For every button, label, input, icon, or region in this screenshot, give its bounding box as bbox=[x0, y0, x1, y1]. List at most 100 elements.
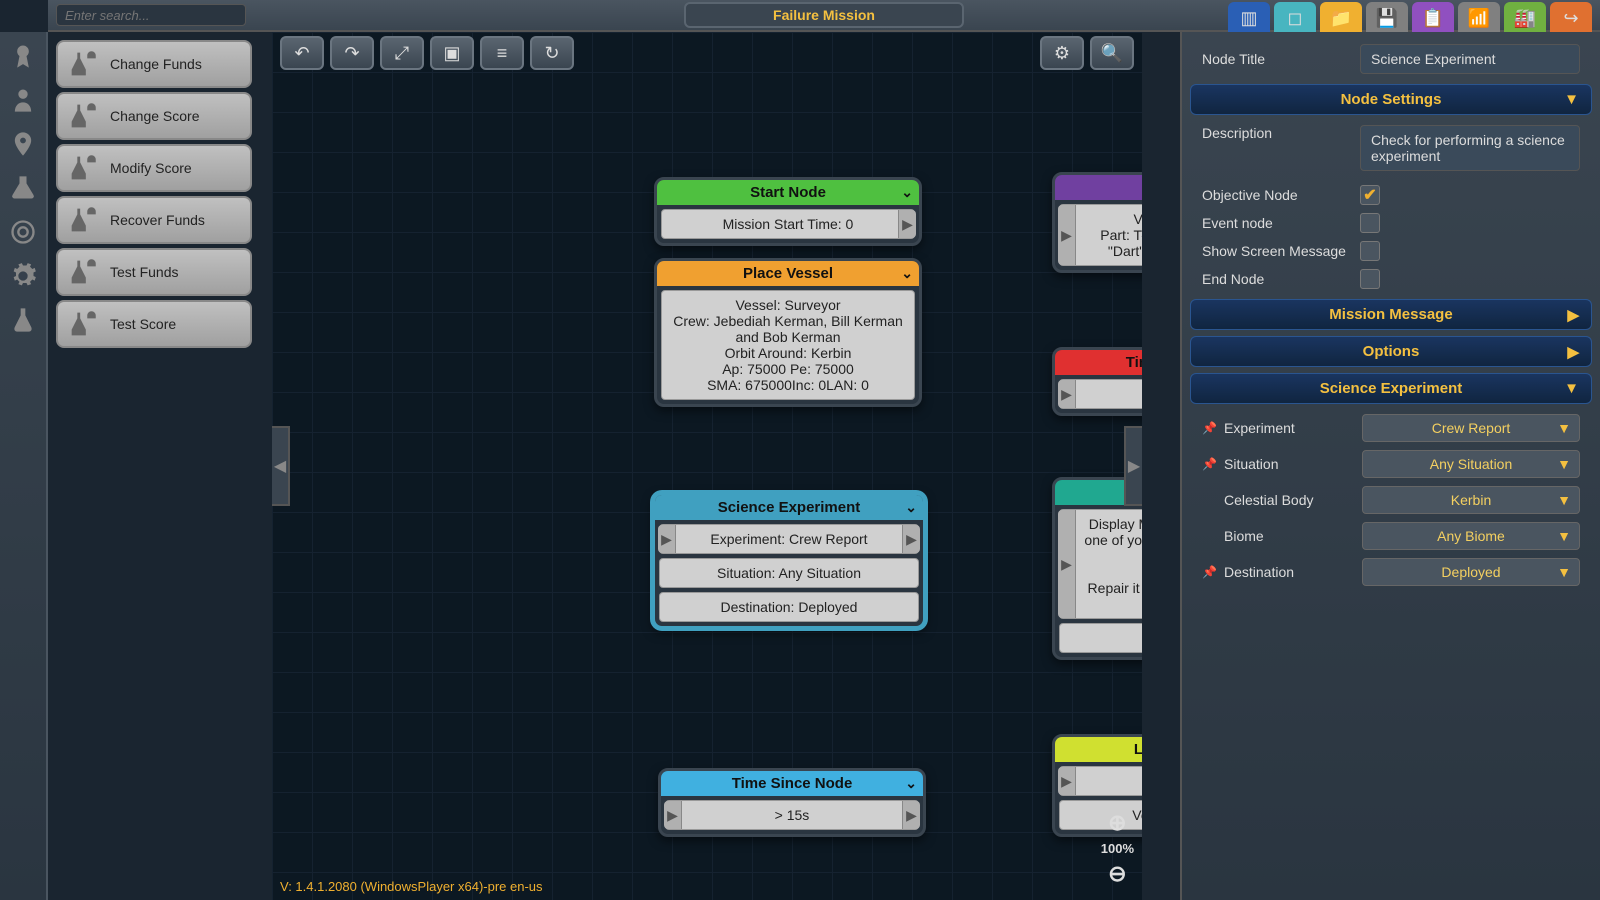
palette-item-change-funds[interactable]: Change Funds bbox=[56, 40, 252, 88]
play-right-icon[interactable]: ▶ bbox=[898, 210, 916, 238]
node-fail_part[interactable]: Fail Part⌄▶Vessel: Surveyor Part: T-1 To… bbox=[1052, 172, 1142, 273]
node-row: ▶Display Message: It seems that one of y… bbox=[1059, 509, 1142, 619]
dropdown-experiment[interactable]: Crew Report▼ bbox=[1362, 414, 1580, 442]
node-science[interactable]: Science Experiment⌄ ▶Experiment: Crew Rep… bbox=[652, 492, 926, 629]
play-right-icon[interactable]: ▶ bbox=[902, 801, 920, 829]
expand-icon[interactable]: ⌄ bbox=[905, 499, 917, 516]
node-row-text: Destination: Deployed bbox=[721, 599, 858, 615]
top-tab-7[interactable]: ↪ bbox=[1550, 2, 1592, 34]
expand-icon[interactable]: ⌄ bbox=[905, 775, 917, 792]
dropdown-biome[interactable]: Any Biome▼ bbox=[1362, 522, 1580, 550]
medal-icon[interactable] bbox=[5, 38, 41, 74]
refresh-button[interactable]: ↻ bbox=[530, 36, 574, 70]
node-start[interactable]: Start Node⌄ Mission Start Time: 0 ▶ bbox=[654, 177, 922, 246]
dropdown-destination[interactable]: Deployed▼ bbox=[1362, 558, 1580, 586]
node-place_vessel[interactable]: Place Vessel⌄ Vessel: Surveyor Crew: Jebe… bbox=[654, 258, 922, 407]
canvas-toolbar-right: ⚙ 🔍 bbox=[1040, 36, 1134, 70]
dropdown-situation[interactable]: Any Situation▼ bbox=[1362, 450, 1580, 478]
node-title: Landed Vessel bbox=[1134, 741, 1142, 758]
collapse-right-tab[interactable]: ▶ bbox=[1124, 426, 1142, 506]
target-icon[interactable] bbox=[5, 214, 41, 250]
node-row: ▶> 1s▶ bbox=[1059, 379, 1142, 409]
chevron-right-icon: ▶ bbox=[1567, 306, 1579, 324]
node-title-label: Node Title bbox=[1202, 51, 1352, 67]
node-header[interactable]: Place Vessel⌄ bbox=[657, 261, 919, 286]
node-header[interactable]: Time Since Node⌄ bbox=[1055, 350, 1142, 375]
top-tab-1[interactable]: ◻ bbox=[1274, 2, 1316, 34]
play-left-icon[interactable]: ▶ bbox=[1058, 510, 1076, 618]
gear-icon[interactable] bbox=[5, 258, 41, 294]
node-row-text: Mission Start Time: 0 bbox=[723, 216, 854, 232]
expand-icon[interactable]: ⌄ bbox=[901, 184, 913, 201]
node-header[interactable]: Time Since Node⌄ bbox=[661, 771, 923, 796]
fit-button[interactable]: ⤢ bbox=[380, 36, 424, 70]
options-header[interactable]: Options▶ bbox=[1190, 336, 1592, 367]
layers-button[interactable]: ≡ bbox=[480, 36, 524, 70]
pin-icon[interactable]: 📌 bbox=[1202, 421, 1216, 435]
top-tab-5[interactable]: 📶 bbox=[1458, 2, 1500, 34]
checkbox-show-screen-message[interactable] bbox=[1360, 241, 1380, 261]
node-header[interactable]: Start Node⌄ bbox=[657, 180, 919, 205]
pin-icon[interactable]: 📌 bbox=[1202, 565, 1216, 579]
collapse-left-tab[interactable]: ◀ bbox=[272, 426, 290, 506]
settings-button[interactable]: ⚙ bbox=[1040, 36, 1084, 70]
palette-item-change-score[interactable]: Change Score bbox=[56, 92, 252, 140]
node-row-text: > 15s bbox=[775, 807, 810, 823]
node-time_since_1[interactable]: Time Since Node⌄ ▶> 1s▶ bbox=[1052, 347, 1142, 416]
node-header[interactable]: Fail Part⌄ bbox=[1055, 175, 1142, 200]
play-left-icon[interactable]: ▶ bbox=[664, 801, 682, 829]
node-row: ▶Experiment: Crew Report▶ bbox=[659, 524, 919, 554]
checkbox-event-node[interactable] bbox=[1360, 213, 1380, 233]
mission-title[interactable]: Failure Mission bbox=[684, 2, 964, 28]
palette-item-test-funds[interactable]: Test Funds bbox=[56, 248, 252, 296]
kerbal-icon[interactable] bbox=[5, 82, 41, 118]
chevron-down-icon: ▼ bbox=[1557, 456, 1571, 472]
play-left-icon[interactable]: ▶ bbox=[658, 525, 676, 553]
play-left-icon[interactable]: ▶ bbox=[1058, 380, 1076, 408]
inspect-button[interactable]: 🔍 bbox=[1090, 36, 1134, 70]
play-left-icon[interactable]: ▶ bbox=[1058, 767, 1076, 795]
node-row-text: Vessel: Surveyor Crew: Jebediah Kerman, … bbox=[673, 297, 903, 393]
checkbox-end-node[interactable] bbox=[1360, 269, 1380, 289]
undo-button[interactable]: ↶ bbox=[280, 36, 324, 70]
play-right-icon[interactable]: ▶ bbox=[902, 525, 920, 553]
dropdown-celestial-body[interactable]: Kerbin▼ bbox=[1362, 486, 1580, 514]
node-row: Vessel: Surveyor Crew: Jebediah Kerman, … bbox=[661, 290, 915, 400]
chevron-down-icon: ▼ bbox=[1564, 380, 1579, 397]
node-settings-header[interactable]: Node Settings▼ bbox=[1190, 84, 1592, 115]
zoom-in-button[interactable]: ⊕ bbox=[1103, 809, 1131, 837]
palette-item-test-score[interactable]: Test Score bbox=[56, 300, 252, 348]
node-time_since_2[interactable]: Time Since Node⌄ ▶ > 15s ▶ bbox=[658, 768, 926, 837]
node-header[interactable]: Landed Vessel⌄ bbox=[1055, 737, 1142, 762]
redo-button[interactable]: ↷ bbox=[330, 36, 374, 70]
top-tab-0[interactable]: ▥ bbox=[1228, 2, 1270, 34]
palette-item-recover-funds[interactable]: Recover Funds bbox=[56, 196, 252, 244]
field-label: Destination bbox=[1224, 564, 1354, 580]
pin-icon[interactable]: 📌 bbox=[1202, 457, 1216, 471]
canvas[interactable]: ↶ ↷ ⤢ ▣ ≡ ↻ ⚙ 🔍 Start Node⌄ Mission Start… bbox=[272, 32, 1142, 900]
node-header[interactable]: Science Experiment⌄ bbox=[655, 495, 923, 520]
chevron-down-icon: ▼ bbox=[1564, 91, 1579, 108]
check-label: Show Screen Message bbox=[1202, 243, 1352, 259]
canvas-toolbar: ↶ ↷ ⤢ ▣ ≡ ↻ bbox=[280, 36, 574, 70]
top-tab-2[interactable]: 📁 bbox=[1320, 2, 1362, 34]
science-experiment-header[interactable]: Science Experiment▼ bbox=[1190, 373, 1592, 404]
flask-icon[interactable] bbox=[5, 302, 41, 338]
top-tab-3[interactable]: 💾 bbox=[1366, 2, 1408, 34]
description-input[interactable]: Check for performing a science experimen… bbox=[1360, 125, 1580, 171]
play-left-icon[interactable]: ▶ bbox=[1058, 205, 1076, 265]
frame-button[interactable]: ▣ bbox=[430, 36, 474, 70]
palette-item-modify-score[interactable]: Modify Score bbox=[56, 144, 252, 192]
zoom-level: 100% bbox=[1101, 841, 1134, 856]
expand-icon[interactable]: ⌄ bbox=[901, 265, 913, 282]
checkbox-objective-node[interactable]: ✔ bbox=[1360, 185, 1380, 205]
location-icon[interactable] bbox=[5, 126, 41, 162]
node-title: Time Since Node bbox=[1126, 354, 1142, 371]
mission-message-header[interactable]: Mission Message▶ bbox=[1190, 299, 1592, 330]
search-input[interactable] bbox=[56, 4, 246, 26]
science-icon[interactable] bbox=[5, 170, 41, 206]
zoom-out-button[interactable]: ⊖ bbox=[1103, 860, 1131, 888]
top-tab-6[interactable]: 🏭 bbox=[1504, 2, 1546, 34]
top-tab-4[interactable]: 📋 bbox=[1412, 2, 1454, 34]
node-title-input[interactable]: Science Experiment bbox=[1360, 44, 1580, 74]
